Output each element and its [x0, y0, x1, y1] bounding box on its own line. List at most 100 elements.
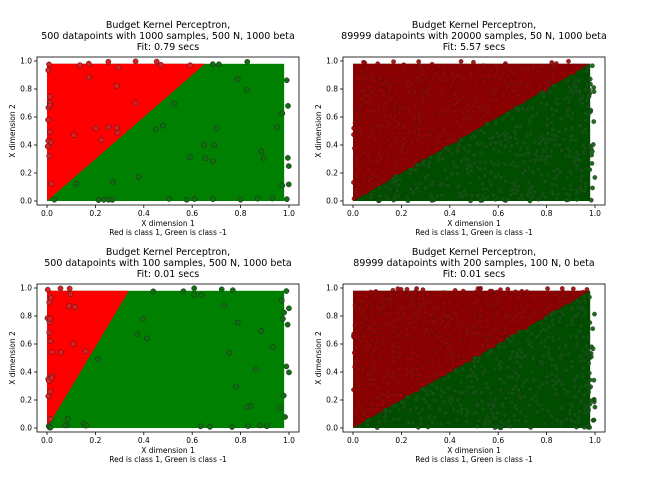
- data-point: [436, 357, 441, 363]
- x-tick-label: 0.0: [41, 209, 53, 218]
- data-point: [568, 171, 574, 176]
- data-point: [503, 179, 509, 184]
- data-point: [398, 156, 403, 162]
- data-point: [477, 312, 483, 318]
- data-point: [403, 387, 408, 393]
- data-point: [480, 407, 486, 412]
- data-point: [430, 179, 436, 185]
- data-point: [473, 330, 479, 336]
- data-point: [555, 101, 561, 107]
- data-point: [549, 371, 554, 377]
- data-point: [536, 141, 542, 147]
- data-point: [433, 71, 439, 77]
- data-point: [591, 377, 597, 383]
- data-point: [545, 116, 550, 122]
- data-point: [209, 61, 216, 68]
- data-point: [411, 129, 417, 135]
- data-point: [395, 188, 400, 193]
- data-point: [418, 141, 423, 147]
- data-point: [389, 352, 395, 358]
- data-point: [408, 108, 414, 114]
- data-point: [539, 172, 544, 178]
- data-point: [411, 114, 417, 120]
- data-point: [466, 149, 471, 154]
- data-point: [489, 66, 494, 72]
- data-point: [377, 112, 383, 118]
- data-point: [546, 77, 552, 82]
- data-point: [508, 192, 514, 198]
- chart-title-line: Budget Kernel Perceptron,: [106, 20, 230, 31]
- data-point: [429, 359, 435, 365]
- data-point: [365, 407, 371, 413]
- data-point: [473, 95, 479, 101]
- data-point: [365, 167, 371, 172]
- data-point: [521, 309, 527, 314]
- data-point: [493, 97, 499, 103]
- data-point: [191, 196, 198, 202]
- data-point: [530, 113, 536, 119]
- data-point: [46, 329, 53, 336]
- data-point: [404, 332, 410, 338]
- data-point: [370, 355, 375, 360]
- data-point: [432, 414, 438, 420]
- data-point: [578, 354, 583, 360]
- data-point: [46, 61, 52, 68]
- data-point: [542, 421, 548, 427]
- data-point: [395, 286, 401, 292]
- data-point: [399, 399, 405, 405]
- data-point: [379, 391, 385, 397]
- data-point: [564, 298, 569, 304]
- data-point: [497, 376, 503, 382]
- data-point: [527, 403, 532, 408]
- data-point: [392, 324, 398, 330]
- data-point: [66, 303, 72, 310]
- data-point: [538, 156, 544, 162]
- data-point: [575, 373, 580, 379]
- data-point: [485, 324, 491, 330]
- data-point: [495, 410, 500, 416]
- data-point: [568, 182, 574, 187]
- data-point: [508, 295, 514, 301]
- data-point: [497, 189, 503, 195]
- data-point: [484, 300, 490, 305]
- data-point: [589, 152, 594, 158]
- data-point: [433, 350, 438, 355]
- data-point: [544, 154, 550, 160]
- data-point: [583, 117, 589, 123]
- data-point: [398, 393, 404, 399]
- data-point: [458, 137, 464, 142]
- data-point: [411, 293, 416, 299]
- data-point: [460, 116, 466, 122]
- data-point: [556, 336, 562, 342]
- data-point: [422, 73, 428, 79]
- axes-frame: [36, 56, 300, 206]
- data-point: [150, 288, 157, 295]
- data-point: [437, 107, 443, 113]
- data-point: [543, 194, 548, 200]
- data-point: [105, 58, 112, 65]
- data-point: [514, 141, 520, 146]
- data-point: [423, 387, 428, 393]
- data-point: [416, 112, 421, 117]
- data-point: [424, 327, 429, 333]
- data-point: [369, 313, 374, 319]
- data-point: [468, 367, 473, 372]
- data-point: [482, 367, 488, 373]
- x-tick-label: 0.6: [186, 209, 198, 218]
- data-point: [488, 170, 494, 175]
- data-point: [503, 137, 509, 143]
- data-point: [445, 105, 451, 110]
- data-point: [71, 132, 77, 138]
- data-point: [413, 397, 419, 402]
- data-point: [554, 417, 560, 423]
- data-point: [576, 329, 582, 334]
- data-point: [515, 92, 521, 97]
- data-point: [464, 419, 469, 424]
- y-tick-label: 0.6: [20, 340, 32, 349]
- data-point: [572, 412, 578, 417]
- data-point: [587, 167, 593, 173]
- data-point: [479, 364, 485, 369]
- data-point: [568, 134, 574, 139]
- data-point: [450, 362, 455, 367]
